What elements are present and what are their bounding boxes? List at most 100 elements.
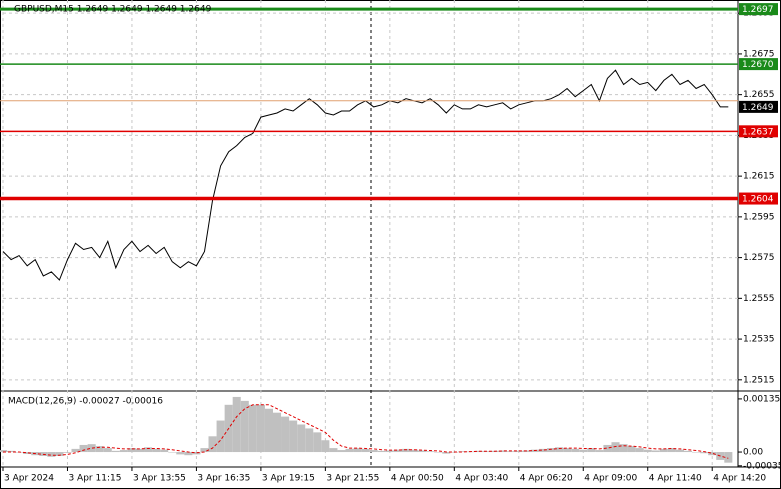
histogram-bar — [393, 449, 402, 453]
histogram-bar — [184, 452, 193, 456]
level-label-bg — [739, 58, 778, 71]
histogram-bar — [434, 452, 443, 453]
histogram-bar — [135, 448, 145, 453]
histogram-bar — [659, 448, 668, 453]
macd-panel: 0.00135 0.00 -0.00035 — [0, 394, 781, 471]
level-label-bg — [739, 100, 778, 113]
histogram-bar — [635, 448, 644, 453]
x-tick-label: 3 Apr 19:15 — [262, 474, 315, 484]
histogram-bar — [667, 448, 676, 453]
y-tick-label: 1.2675 — [743, 49, 775, 59]
histogram-bar — [289, 420, 298, 453]
histogram-bar — [684, 450, 693, 453]
histogram-bar — [692, 452, 701, 453]
histogram-bar — [546, 448, 556, 453]
y-tick-label: 1.2655 — [743, 90, 775, 100]
x-tick-label: 4 Apr 09:00 — [584, 474, 637, 484]
level-label-bg — [739, 3, 778, 16]
y-tick-label: -0.00035 — [743, 461, 781, 471]
y-tick-label: 1.2615 — [743, 172, 775, 182]
histogram-bar — [708, 452, 717, 456]
histogram-bar — [79, 444, 88, 453]
histogram-bar — [587, 448, 596, 453]
x-tick-label: 3 Apr 2024 — [4, 474, 54, 484]
y-tick-label: 1.2575 — [743, 253, 775, 263]
histogram-bar — [192, 452, 201, 455]
histogram-bar — [611, 442, 620, 453]
histogram-bar — [603, 444, 612, 453]
histogram-bar — [264, 408, 273, 453]
histogram-bar — [119, 450, 128, 453]
histogram-bar — [498, 450, 507, 453]
level-label-bg — [739, 192, 778, 205]
histogram-bar — [55, 452, 64, 456]
histogram-bar — [329, 448, 338, 453]
y-tick-label: 1.2535 — [743, 335, 775, 345]
histogram-bar — [321, 440, 330, 453]
histogram-bar — [353, 448, 362, 453]
macd-title: MACD(12,26,9) -0.00027 -0.00016 — [8, 397, 163, 407]
histogram-bar — [297, 424, 306, 453]
histogram-bar — [168, 452, 177, 453]
level-label: 1.2649 — [742, 103, 774, 113]
histogram-bar — [176, 452, 185, 455]
histogram-bar — [579, 449, 588, 453]
histogram-bar — [538, 448, 547, 453]
histogram-bar — [23, 452, 32, 455]
histogram-bar — [563, 448, 572, 453]
x-tick-label: 3 Apr 21:55 — [326, 474, 379, 484]
histogram-bar — [458, 451, 467, 453]
x-tick-label: 4 Apr 14:20 — [713, 474, 766, 484]
histogram-bar — [248, 404, 257, 453]
histogram-bar — [619, 444, 628, 453]
histogram-bar — [627, 446, 636, 453]
level-label: 1.2637 — [742, 127, 774, 137]
histogram-bar — [571, 448, 580, 453]
histogram-bar — [700, 452, 709, 454]
x-tick-label: 4 Apr 06:20 — [520, 474, 573, 484]
histogram-bar — [256, 404, 265, 453]
histogram-bar — [361, 448, 370, 453]
histogram-bar — [418, 450, 427, 453]
histogram-bar — [675, 449, 685, 453]
histogram-bar — [313, 432, 322, 453]
histogram-bar — [103, 448, 112, 453]
y-tick-label: 0.00 — [743, 448, 763, 458]
level-label-bg — [739, 125, 778, 138]
histogram-bar — [369, 450, 378, 453]
histogram-bar — [426, 451, 435, 453]
y-tick-label: 0.00135 — [743, 394, 780, 404]
level-label: 1.2697 — [742, 5, 774, 15]
y-tick-label: 1.2555 — [743, 294, 775, 304]
x-tick-label: 3 Apr 11:15 — [68, 474, 121, 484]
histogram-bar — [200, 448, 209, 453]
histogram-bar — [7, 450, 16, 453]
histogram-bar — [643, 449, 652, 453]
histogram-bar — [152, 448, 161, 453]
histogram-bar — [272, 412, 282, 453]
histogram-bar — [474, 450, 483, 453]
histogram-bar — [87, 444, 96, 453]
level-label: 1.2604 — [742, 195, 774, 205]
histogram-bar — [281, 416, 290, 453]
histogram-bar — [651, 450, 660, 453]
histogram-bar — [555, 447, 564, 453]
histogram-bar — [144, 447, 153, 453]
y-tick-label: 1.2515 — [743, 375, 775, 385]
histogram-bar — [111, 450, 120, 453]
histogram-bar — [95, 446, 104, 453]
histogram-bar — [160, 449, 169, 453]
histogram-bar — [337, 450, 346, 453]
histogram-bar — [409, 449, 419, 453]
histogram-bar — [385, 450, 394, 453]
histogram-bar — [305, 428, 314, 453]
y-tick-label: 1.2595 — [743, 212, 775, 222]
histogram-bar — [71, 448, 80, 453]
histogram-bar — [127, 448, 136, 453]
histogram-bar — [506, 451, 515, 453]
histogram-bar — [377, 450, 386, 453]
histogram-bar — [47, 452, 56, 457]
